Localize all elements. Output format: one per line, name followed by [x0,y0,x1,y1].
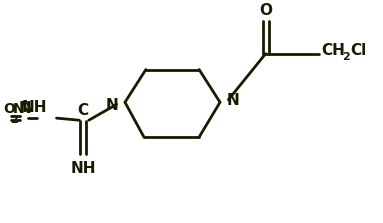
Text: N: N [227,93,240,108]
Text: O: O [259,3,272,18]
Text: 2: 2 [342,52,349,62]
Text: N: N [19,101,32,116]
Text: N: N [105,98,118,113]
Text: O: O [3,102,15,116]
Text: N: N [13,102,25,116]
Text: NH: NH [70,161,96,176]
Text: NH: NH [21,100,47,115]
Text: Cl: Cl [350,43,366,58]
Text: CH: CH [321,43,345,58]
Text: C: C [78,103,89,118]
Text: 2: 2 [10,115,18,125]
